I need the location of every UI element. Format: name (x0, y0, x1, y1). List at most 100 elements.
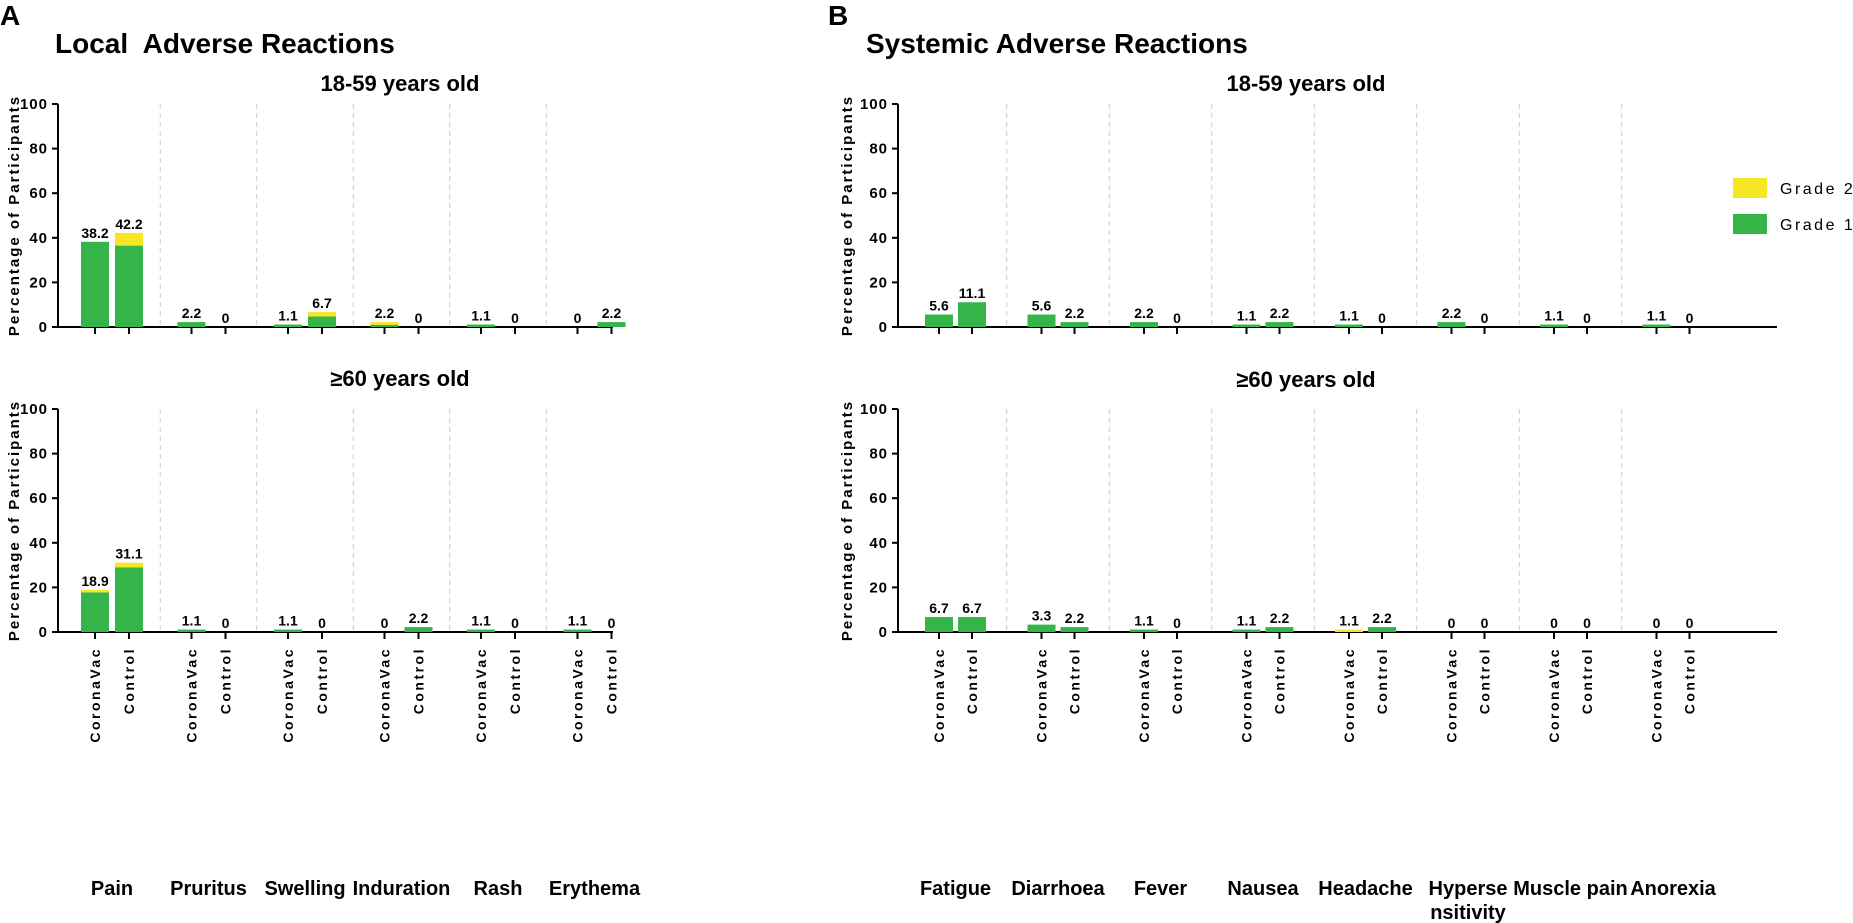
bar-grade1-control (958, 617, 986, 632)
bar-grade2-coronavac (81, 589, 109, 593)
data-label: 6.7 (962, 600, 982, 616)
bar-grade1-coronavac (177, 629, 206, 632)
data-label: 0 (1583, 615, 1591, 631)
category-label: Fatigue (920, 878, 991, 900)
data-label: 0 (415, 310, 423, 326)
bar-grade1-coronavac (1642, 324, 1671, 327)
data-label: 2.2 (1065, 305, 1085, 321)
y-tick-label: 20 (869, 579, 888, 596)
chart-b-age-18-59: 18-59 years old Percentage of Participant… (839, 71, 1777, 336)
bar-grade1-control (1060, 627, 1089, 632)
bar-grade2-control (115, 562, 143, 568)
bar-grade1-control (115, 245, 143, 327)
group-label-coronavac: CoronaVac (1341, 647, 1357, 743)
data-label: 0 (1686, 310, 1694, 326)
group-label-control: Control (604, 647, 620, 714)
y-tick-label: 40 (29, 230, 48, 247)
data-label: 1.1 (278, 613, 298, 629)
subplot-title: ≥60 years old (330, 366, 469, 391)
data-label: 6.7 (312, 295, 332, 311)
data-label: 0 (381, 615, 389, 631)
data-label: 0 (608, 615, 616, 631)
category-label: Diarrhoea (1011, 878, 1105, 900)
y-tick-label: 60 (29, 185, 48, 202)
subplot-title: 18-59 years old (1227, 71, 1386, 96)
data-label: 2.2 (1442, 305, 1462, 321)
data-label: 0 (1481, 615, 1489, 631)
group-label-control: Control (1272, 647, 1288, 714)
y-tick-label: 100 (20, 96, 48, 113)
data-label: 1.1 (471, 613, 491, 629)
bar-grade1-coronavac (1232, 324, 1261, 327)
category-label: Fever (1134, 878, 1188, 900)
y-tick-label: 40 (869, 230, 888, 247)
bar-grade1-coronavac (81, 592, 109, 632)
category-label: Induration (353, 878, 451, 900)
chart-a-age-60-plus: ≥60 years old Percentage of Participants 0… (6, 366, 641, 900)
group-label-coronavac: CoronaVac (931, 647, 947, 743)
data-label: 0 (1583, 310, 1591, 326)
bar-grade2-coronavac (370, 322, 399, 325)
bar-grade1-control (1368, 627, 1396, 632)
bar-grade1-control (958, 302, 986, 327)
data-label: 0 (1653, 615, 1661, 631)
data-label: 2.2 (602, 305, 622, 321)
legend-label: Grade 2 (1780, 181, 1853, 198)
bar-grade1-coronavac (467, 324, 495, 327)
data-label: 1.1 (1237, 613, 1257, 629)
y-tick-label: 100 (860, 401, 888, 418)
y-tick-label: 100 (860, 96, 888, 113)
y-tick-label: 80 (29, 446, 48, 463)
bar-grade1-coronavac (1027, 314, 1056, 327)
y-tick-label: 20 (29, 579, 48, 596)
category-label: Pruritus (170, 878, 247, 900)
y-tick-label: 60 (869, 185, 888, 202)
y-tick-label: 80 (869, 141, 888, 158)
data-label: 0 (574, 310, 582, 326)
group-label-control: Control (411, 647, 427, 714)
y-tick-label: 0 (39, 624, 48, 641)
data-label: 42.2 (115, 216, 142, 232)
group-label-control: Control (121, 647, 137, 714)
y-tick-label: 60 (869, 490, 888, 507)
group-label-control: Control (1067, 647, 1083, 714)
data-label: 0 (1550, 615, 1558, 631)
bar-grade1-coronavac (1540, 324, 1568, 327)
data-label: 1.1 (1237, 308, 1257, 324)
bar-grade1-control (115, 567, 143, 632)
bar-grade1-control (308, 316, 336, 327)
legend: Grade 2 Grade 1 (1733, 178, 1853, 234)
group-label-control: Control (1477, 647, 1493, 714)
chart-a-age-18-59: 18-59 years old Percentage of Participant… (6, 71, 626, 336)
data-label: 1.1 (1647, 308, 1667, 324)
category-label: Swelling (264, 878, 345, 900)
bar-grade1-coronavac (925, 314, 953, 327)
data-label: 1.1 (1339, 308, 1359, 324)
panel-b-letter: B (828, 0, 848, 31)
group-label-coronavac: CoronaVac (280, 647, 296, 743)
group-label-coronavac: CoronaVac (473, 647, 489, 743)
bar-grade1-control (1265, 322, 1294, 327)
data-label: 0 (1481, 310, 1489, 326)
group-label-control: Control (964, 647, 980, 714)
y-tick-label: 20 (29, 274, 48, 291)
data-label: 0 (1378, 310, 1386, 326)
legend-label: Grade 1 (1780, 217, 1853, 234)
data-label: 2.2 (1134, 305, 1154, 321)
y-axis-label: Percentage of Participants (839, 400, 856, 641)
panel-a-letter: A (0, 0, 20, 31)
bar-grade1-coronavac (1232, 629, 1261, 632)
data-label: 2.2 (1065, 610, 1085, 626)
data-label: 1.1 (471, 308, 491, 324)
group-label-coronavac: CoronaVac (184, 647, 200, 743)
category-label: Rash (474, 878, 523, 900)
bar-grade1-coronavac (1130, 629, 1158, 632)
group-label-control: Control (314, 647, 330, 714)
bar-grade2-coronavac (1335, 629, 1363, 632)
data-label: 0 (318, 615, 326, 631)
data-label: 1.1 (1134, 613, 1154, 629)
data-label: 0 (511, 615, 519, 631)
y-tick-label: 40 (869, 535, 888, 552)
bar-grade1-coronavac (1335, 324, 1363, 327)
data-label: 3.3 (1032, 608, 1052, 624)
